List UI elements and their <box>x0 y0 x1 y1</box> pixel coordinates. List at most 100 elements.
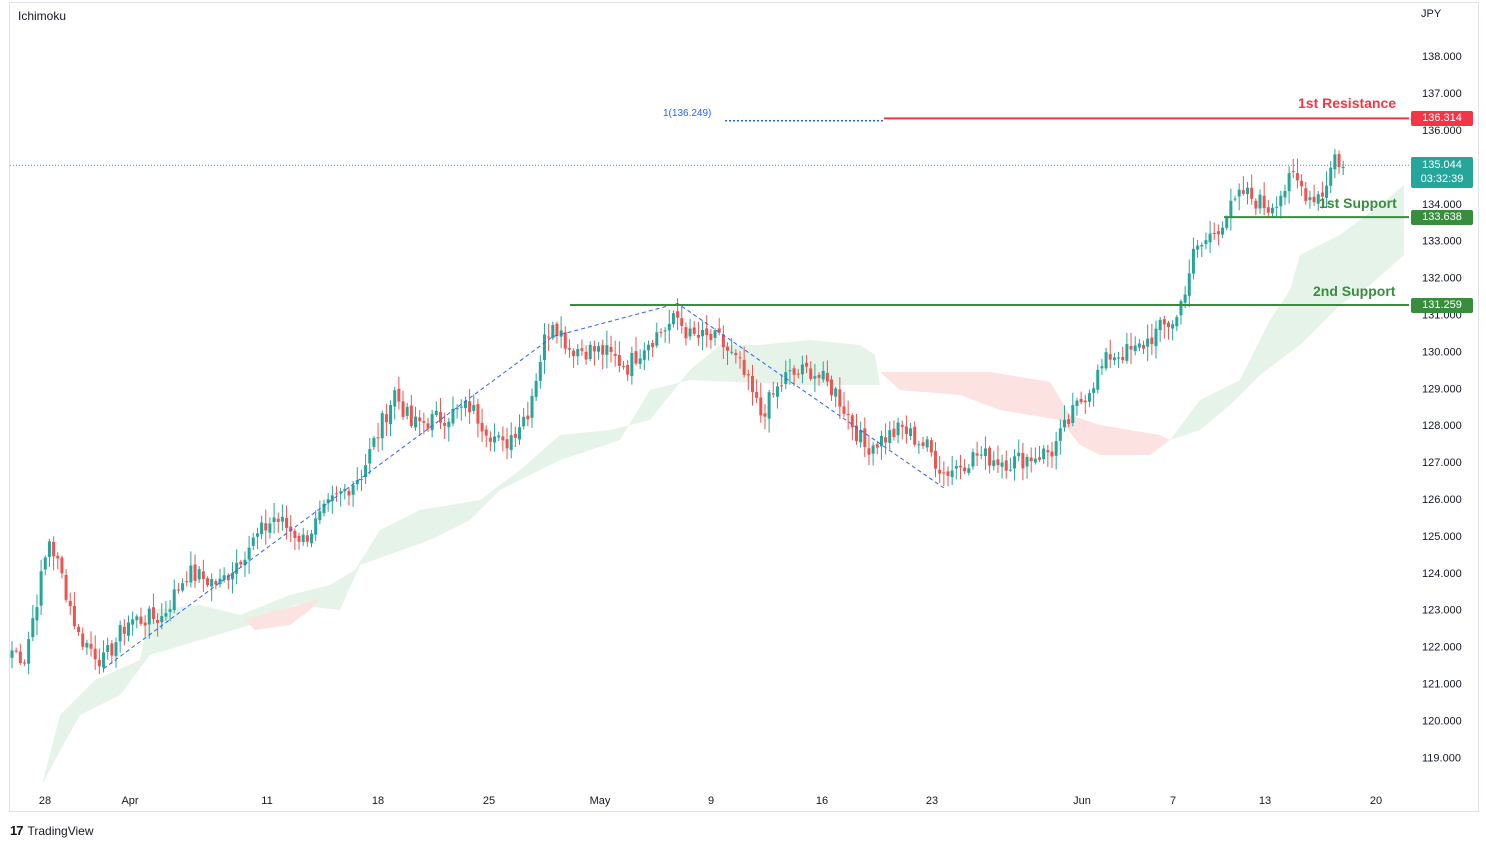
candle-body <box>1054 441 1058 456</box>
candle-body <box>488 437 492 442</box>
candle-body <box>501 436 505 441</box>
candle-body <box>530 395 534 418</box>
candle-body <box>709 333 713 341</box>
candle-body <box>1258 194 1262 209</box>
candle-body <box>763 413 767 417</box>
candle-body <box>938 470 942 474</box>
candle-body <box>239 561 243 565</box>
candle-body <box>817 374 821 378</box>
candle-body <box>27 639 31 664</box>
candle-body <box>397 388 401 402</box>
candle-body <box>667 323 671 331</box>
candle-body <box>368 449 372 464</box>
candle-body <box>967 468 971 473</box>
candle-body <box>792 368 796 375</box>
candle-body <box>1287 173 1291 192</box>
candle-body <box>43 557 47 570</box>
tradingview-logo[interactable]: 17 TradingView <box>10 823 94 838</box>
y-tick-label: 132.000 <box>1422 273 1462 285</box>
candle-body <box>925 439 929 448</box>
candle-body <box>472 405 476 411</box>
candle-body <box>1341 166 1345 169</box>
candle-body <box>143 622 147 626</box>
candle-body <box>172 589 176 611</box>
candle-body <box>605 345 609 355</box>
candle-body <box>975 453 979 456</box>
candle-body <box>1337 154 1341 168</box>
candle-body <box>1087 393 1091 402</box>
candle-body <box>1171 324 1175 329</box>
candle-body <box>1158 319 1162 331</box>
candle-body <box>1100 366 1104 369</box>
candle-body <box>230 572 234 580</box>
candle-body <box>1291 171 1295 173</box>
candle-body <box>909 428 913 436</box>
candle-body <box>651 342 655 348</box>
candle-body <box>892 428 896 437</box>
candle-body <box>1270 207 1274 214</box>
x-tick-label: Apr <box>121 795 138 807</box>
candle-body <box>576 349 580 357</box>
zigzag-pattern-line <box>103 302 945 670</box>
candle-body <box>455 407 459 410</box>
y-tick-label: 134.000 <box>1422 199 1462 211</box>
candle-body <box>692 327 696 334</box>
candle-body <box>929 440 933 453</box>
candle-body <box>260 522 264 535</box>
candle-body <box>305 535 309 542</box>
candle-body <box>1333 154 1337 170</box>
y-tick-label: 122.000 <box>1422 642 1462 654</box>
x-tick-label: Jun <box>1073 795 1091 807</box>
candle-body <box>1117 357 1121 359</box>
y-tick-label: 130.000 <box>1422 346 1462 358</box>
candle-body <box>617 354 621 366</box>
candle-body <box>110 643 114 656</box>
candle-body <box>1146 338 1150 347</box>
x-tick-label: 23 <box>926 795 938 807</box>
candle-body <box>1142 344 1146 349</box>
x-tick-label: 9 <box>708 795 714 807</box>
candle-body <box>730 351 734 353</box>
resistance-1-label: 1st Resistance <box>1298 95 1397 111</box>
candle-body <box>750 375 754 393</box>
candle-body <box>888 430 892 443</box>
candle-body <box>81 633 85 647</box>
candle-body <box>1312 196 1316 203</box>
candle-body <box>842 406 846 414</box>
candle-body <box>875 444 879 448</box>
candle-body <box>276 518 280 522</box>
candle-body <box>384 414 388 423</box>
candle-body <box>35 607 39 621</box>
candle-body <box>131 619 135 625</box>
current-price-value: 135.044 <box>1422 159 1462 171</box>
candle-body <box>767 392 771 419</box>
candle-body <box>235 562 239 574</box>
candle-body <box>1233 198 1237 200</box>
candle-body <box>954 466 958 469</box>
candle-body <box>430 413 434 431</box>
candle-body <box>118 625 122 642</box>
candle-body <box>1121 357 1125 361</box>
candle-body <box>380 413 384 439</box>
candle-body <box>663 330 667 332</box>
candle-body <box>359 478 363 480</box>
candle-body <box>513 433 517 438</box>
candle-body <box>538 361 542 381</box>
candle-body <box>805 362 809 367</box>
candle-body <box>301 534 305 543</box>
candle-body <box>434 410 438 415</box>
indicator-label[interactable]: Ichimoku <box>18 9 67 23</box>
candle-body <box>201 571 205 579</box>
candle-body <box>1079 398 1083 403</box>
candle-body <box>1050 451 1054 457</box>
candle-body <box>854 425 858 442</box>
candle-body <box>185 581 189 583</box>
candle-body <box>996 459 1000 465</box>
candle-body <box>68 600 72 607</box>
tradingview-logo-text: TradingView <box>27 823 94 838</box>
candle-body <box>555 323 559 336</box>
candle-body <box>364 465 368 478</box>
candle-body <box>1083 400 1087 403</box>
chart-frame[interactable] <box>9 2 1479 812</box>
